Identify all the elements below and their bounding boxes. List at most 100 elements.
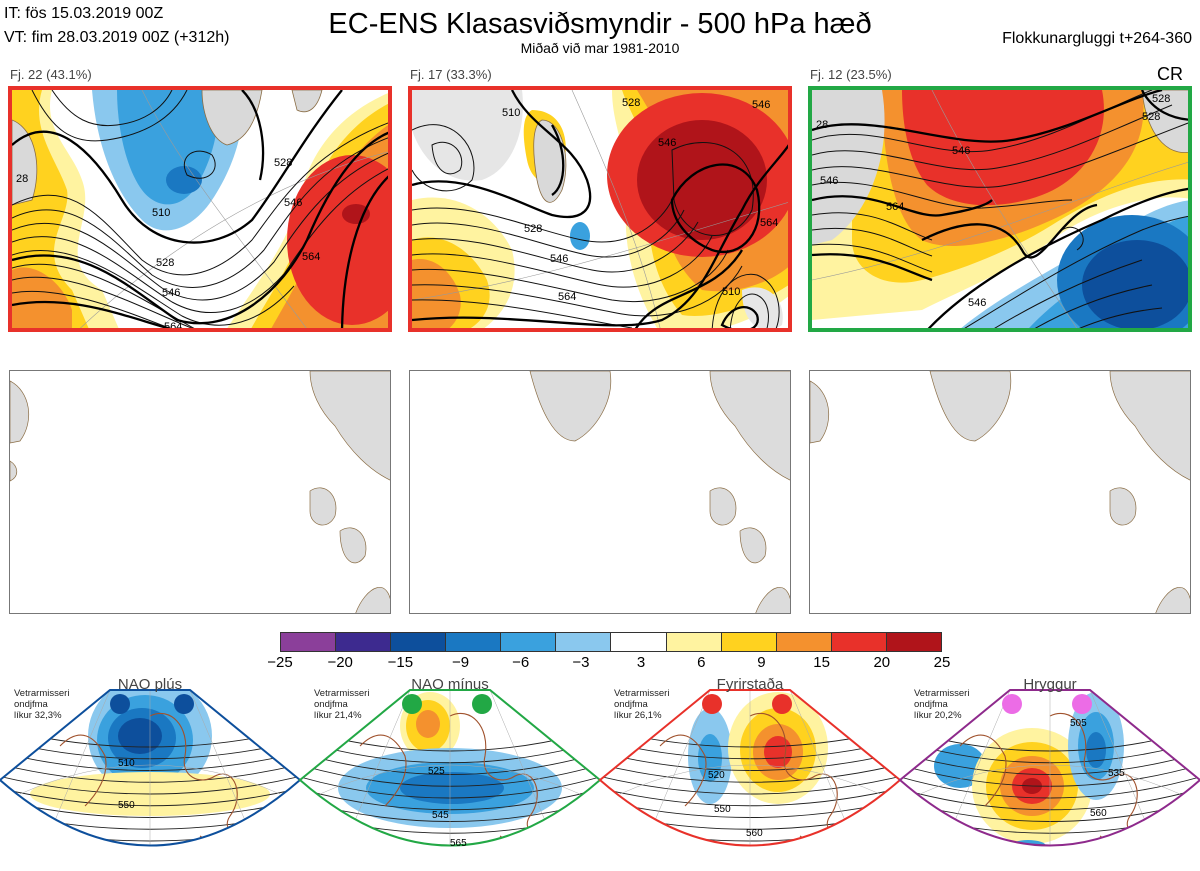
contour-label: 546 xyxy=(658,137,676,149)
colorbar-tick-label: −6 xyxy=(512,654,530,671)
anomaly-blob xyxy=(1086,732,1106,768)
regime-probability-note: Vetrarmisseri ondjfma líkur 20,2% xyxy=(914,688,970,721)
colorbar-tick-label: −3 xyxy=(572,654,590,671)
graticule xyxy=(319,690,581,846)
colorbar-cell xyxy=(610,633,666,651)
regime-marker-dot xyxy=(402,694,422,714)
height-contour xyxy=(590,858,910,871)
regime-marker-dot xyxy=(174,694,194,714)
contour-label: 528 xyxy=(524,223,542,235)
contour-label: 528 xyxy=(1152,93,1170,105)
cluster-map-1: 510 528 546 564 528 546 564 28 xyxy=(8,86,392,332)
contour-label: 510 xyxy=(152,207,170,219)
colorbar-cell xyxy=(555,633,611,651)
height-contour xyxy=(0,858,310,871)
regime-marker-dot xyxy=(472,694,492,714)
regime-fan-map: 510 550 xyxy=(0,689,302,847)
contour-label: 546 xyxy=(284,197,302,209)
height-contour xyxy=(290,846,610,869)
empty-map-3 xyxy=(809,370,1191,614)
regime-fan-outline xyxy=(898,689,1200,847)
cluster-1-label: Fj. 22 (43.1%) xyxy=(10,67,92,82)
cluster-3-tag: CR xyxy=(1157,64,1183,84)
cluster-2-label: Fj. 17 (33.3%) xyxy=(410,67,492,82)
regime-fan-outline xyxy=(598,689,902,847)
contour-label: 546 xyxy=(550,253,568,265)
contour-label: 545 xyxy=(432,810,449,821)
contour-label: 546 xyxy=(820,175,838,187)
regime-probability-note: Vetrarmisseri ondjfma líkur 26,1% xyxy=(614,688,670,721)
colorbar-tick-label: −9 xyxy=(451,654,470,671)
colorbar-cell xyxy=(390,633,446,651)
colorbar-cell xyxy=(335,633,391,651)
colorbar-cell xyxy=(665,633,721,651)
contour-label: 560 xyxy=(1090,808,1107,819)
regime-probability-note: Vetrarmisseri ondjfma líkur 21,4% xyxy=(314,688,370,721)
height-contour xyxy=(290,858,610,871)
contour-label: 28 xyxy=(816,119,828,131)
colorbar-ticks: −25 −20 −15 −9 −6 −3 3 6 9 15 20 25 xyxy=(267,654,950,674)
anomaly-blob xyxy=(764,736,792,768)
height-contour xyxy=(890,858,1200,871)
init-time: IT: fös 15.03.2019 00Z xyxy=(4,5,164,22)
regime-fan-outline xyxy=(298,689,602,847)
contour-label: 564 xyxy=(886,201,904,213)
regime-marker-dot xyxy=(772,694,792,714)
contour-label: 564 xyxy=(302,251,320,263)
anomaly-blob xyxy=(118,718,162,754)
colorbar-tick-label: 3 xyxy=(636,654,646,671)
contour-label: 560 xyxy=(746,828,763,839)
colorbar-tick-label: 15 xyxy=(813,654,830,671)
contour-label: 564 xyxy=(558,291,576,303)
regime-panel: 505 535 560 Hryggur Vetrarmisseri ondjfma lí… xyxy=(898,676,1200,871)
colorbar xyxy=(280,632,942,652)
height-contour xyxy=(0,846,310,865)
regime-panel: 510 550 NAO plús Vetrarmisseri ondjfma líku… xyxy=(0,676,302,871)
colorbar-cell xyxy=(720,633,776,651)
cluster-map-3: 528 546 564 546 528 546 28 xyxy=(808,86,1192,332)
height-contour xyxy=(590,846,910,865)
anomaly-blob xyxy=(400,772,504,804)
classification-window: Flokkunargluggi t+264-360 xyxy=(1002,30,1192,47)
contour-label: 28 xyxy=(16,173,28,185)
colorbar-cell xyxy=(445,633,501,651)
empty-map-2 xyxy=(409,370,791,614)
contour-label: 546 xyxy=(968,297,986,309)
contour-label: 510 xyxy=(722,286,740,298)
regime-panel: 520 550 560 Fyrirstaða Vetrarmisseri ondjfma… xyxy=(598,676,902,871)
contour-label: 550 xyxy=(714,804,731,815)
contour-label: 520 xyxy=(708,770,725,781)
regime-probability-note: Vetrarmisseri ondjfma líkur 32,3% xyxy=(14,688,70,721)
colorbar-tick-label: 6 xyxy=(697,654,706,671)
colorbar-tick-label: 25 xyxy=(933,654,951,671)
graticule xyxy=(619,690,881,846)
contour-label: 535 xyxy=(1108,768,1125,779)
colorbar-cell xyxy=(885,633,941,651)
regime-fan-map: 505 535 560 xyxy=(898,689,1200,847)
contour-label: 525 xyxy=(428,766,445,777)
regime-fan-outline xyxy=(0,689,302,847)
colorbar-cell xyxy=(775,633,831,651)
regime-fan-map: 525 545 565 xyxy=(298,689,602,849)
regime-marker-dot xyxy=(702,694,722,714)
regime-marker-dot xyxy=(1072,694,1092,714)
contour-label: 510 xyxy=(502,107,520,119)
contour-label: 528 xyxy=(156,257,174,269)
graticule xyxy=(919,690,1181,846)
contour-label: 546 xyxy=(752,99,770,111)
contour-label: 546 xyxy=(162,287,180,299)
regime-title: NAO mínus xyxy=(411,676,489,693)
colorbar-cell xyxy=(281,633,336,651)
regime-marker-dot xyxy=(110,694,130,714)
page-title: EC-ENS Klasasviðsmyndir - 500 hPa hæð xyxy=(328,8,872,40)
regime-fan-map: 520 550 560 xyxy=(598,689,902,847)
colorbar-tick-label: 20 xyxy=(873,654,891,671)
contour-label: 510 xyxy=(118,758,135,769)
contour-label: 505 xyxy=(1070,718,1087,729)
colorbar-cell xyxy=(830,633,886,651)
page-subtitle: Miðað við mar 1981-2010 xyxy=(520,40,680,56)
contour-label: 528 xyxy=(274,157,292,169)
valid-time: VT: fim 28.03.2019 00Z (+312h) xyxy=(4,29,230,46)
contour-label: 564 xyxy=(164,321,182,332)
height-contour xyxy=(890,846,1200,869)
